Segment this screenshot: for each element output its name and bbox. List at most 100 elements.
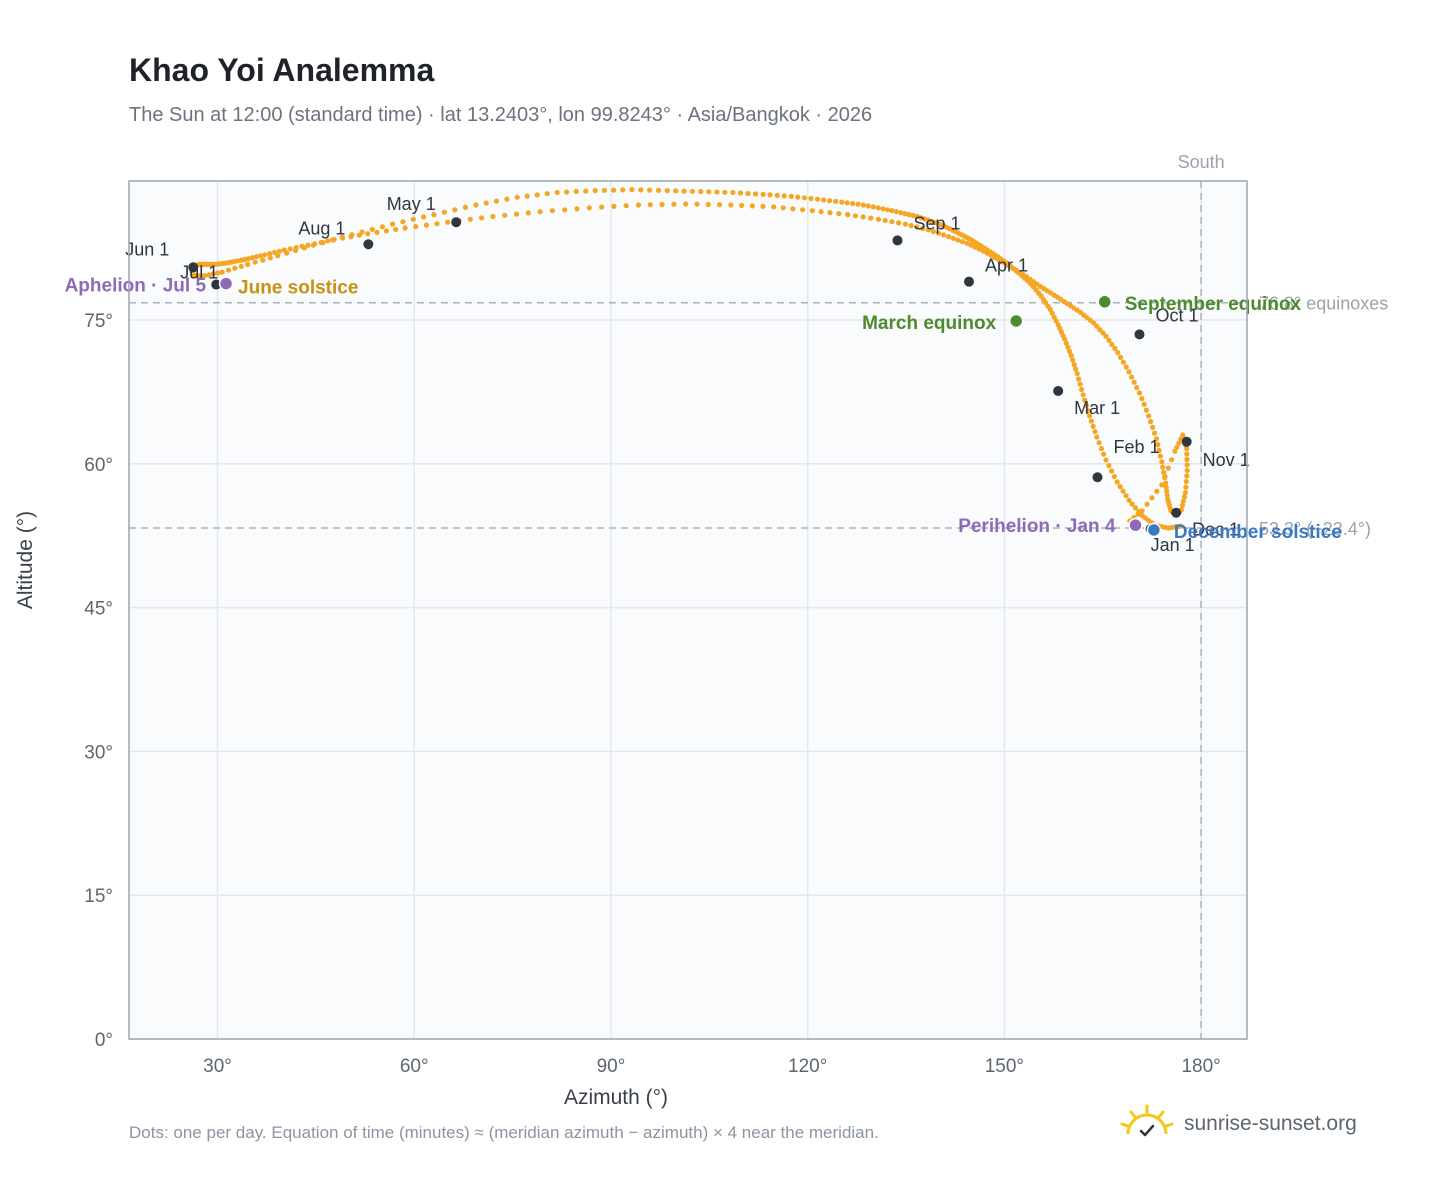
daily-sun-dot [745,190,751,197]
daily-sun-dot [976,246,982,252]
daily-sun-dot [1161,469,1167,475]
daily-sun-dot [1176,440,1182,446]
daily-sun-dot [749,203,755,209]
daily-sun-dot [611,187,617,193]
daily-sun-dot [1129,501,1135,507]
daily-sun-dot [267,251,273,257]
daily-sun-dot [623,203,629,209]
month-marker-label: Mar 1 [1074,398,1120,418]
daily-sun-dot [1120,488,1126,494]
daily-sun-dot [402,225,408,231]
daily-sun-dot [356,232,362,238]
daily-sun-dot [1151,430,1158,436]
y-tick-label: 15° [84,886,113,907]
month-marker-dot [1181,436,1192,447]
daily-sun-dot [1172,448,1178,454]
daily-sun-dot [1103,457,1109,463]
daily-sun-dot [554,189,560,196]
x-tick-label: 90° [597,1056,626,1077]
daily-sun-dot [1163,480,1169,486]
daily-sun-dot [586,205,592,211]
daily-sun-dot [276,248,283,254]
daily-sun-dot [795,194,801,200]
daily-sun-dot [1134,385,1140,391]
daily-sun-dot [930,229,937,235]
daily-sun-dot [434,221,440,227]
daily-sun-dot [473,202,479,208]
daily-sun-dot [293,245,299,251]
daily-sun-dot [1131,379,1137,385]
daily-sun-dot [1123,493,1129,499]
daily-sun-dot [299,243,305,249]
daily-sun-dot [513,211,520,217]
daily-sun-dot [760,191,766,197]
daily-sun-dot [305,242,311,248]
daily-sun-dot [1070,357,1076,363]
daily-sun-dot [1154,488,1160,494]
daily-sun-dot [272,249,278,255]
daily-sun-dot [410,216,416,222]
daily-sun-dot [502,212,508,218]
daily-sun-dot [659,201,665,208]
daily-sun-dot [925,227,931,233]
analemma-curve [189,187,1190,531]
daily-sun-dot [852,213,859,219]
daily-sun-dot [910,212,916,219]
daily-sun-dot [808,195,814,202]
daily-sun-dot [245,256,251,262]
daily-sun-dot [1143,407,1149,413]
daily-sun-dot [1144,501,1150,507]
daily-sun-dot [1159,459,1165,465]
daily-sun-dot [1164,488,1170,494]
event-marker-label: Perihelion · Jan 4 [958,516,1116,537]
daily-sun-dot [1101,451,1107,457]
daily-sun-dot [1182,490,1188,496]
brand-text: sunrise-sunset.org [1184,1112,1357,1135]
daily-sun-dot [988,252,994,258]
daily-sun-dot [369,226,375,232]
daily-sun-dot [252,259,258,265]
daily-sun-dot [1184,451,1190,457]
sun-logo-icon [1120,1104,1174,1137]
daily-sun-dot [441,209,447,215]
daily-sun-dot [1180,432,1186,438]
daily-sun-dot [760,203,766,209]
month-marker-dot [188,262,199,273]
daily-sun-dot [599,204,605,210]
daily-sun-dot [1180,498,1186,504]
daily-sun-dot [1156,447,1162,453]
daily-sun-dot [1077,381,1083,387]
daily-sun-dot [1169,457,1175,463]
daily-sun-dot [673,188,679,194]
daily-sun-dot [1165,465,1171,471]
month-marker-dot [963,276,974,287]
daily-sun-dot [902,221,909,227]
event-marker-label: December solstice [1174,522,1342,543]
daily-sun-dot [959,239,966,245]
daily-sun-dot [1112,345,1118,352]
daily-sun-dot [964,240,970,246]
daily-sun-dot [390,221,396,227]
daily-sun-dot [238,263,244,269]
event-marker-label: Aphelion · Jul 5 [65,276,207,297]
daily-sun-dot [1123,364,1129,370]
brand[interactable]: sunrise-sunset.org [1120,1102,1357,1146]
daily-sun-dot [1139,508,1145,514]
daily-sun-dot [379,224,385,230]
daily-sun-dot [774,192,780,198]
daily-sun-dot [544,191,550,197]
daily-sun-dot [1149,495,1155,501]
daily-sun-dot [920,225,926,232]
daily-sun-dot [445,219,451,225]
daily-sun-dot [393,226,399,232]
daily-sun-dot [694,201,700,207]
daily-sun-dot [914,224,920,230]
daily-sun-dot [717,202,723,208]
daily-sun-dot [801,195,808,201]
daily-sun-dot [340,235,346,241]
daily-sun-dot [906,212,912,218]
daily-sun-dot [592,188,598,194]
daily-sun-dot [1150,424,1156,430]
axis-layer: Azimuth (°) Altitude (°) 30° 60° 90° 120° 15… [14,311,1221,1109]
